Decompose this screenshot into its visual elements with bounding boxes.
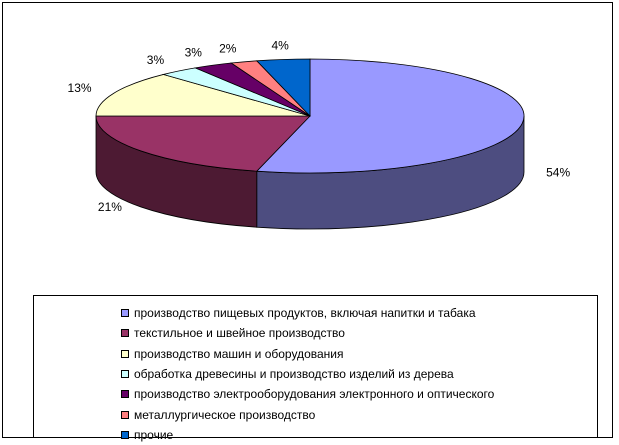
legend-label-4: производство электрооборудования электро… bbox=[134, 387, 495, 402]
data-label-5: 2% bbox=[219, 41, 237, 55]
legend-swatch-4 bbox=[121, 390, 129, 399]
pie-slice-1 bbox=[95, 115, 311, 172]
data-label-4: 3% bbox=[185, 46, 203, 60]
data-label-6: 4% bbox=[271, 39, 289, 53]
legend-label-0: производство пищевых продуктов, включая … bbox=[134, 306, 476, 321]
legend-swatch-3 bbox=[121, 370, 129, 379]
legend-swatch-0 bbox=[121, 309, 129, 318]
legend-label-6: прочие bbox=[134, 427, 174, 442]
legend-swatch-1 bbox=[121, 329, 129, 338]
legend-label-1: текстильное и швейное производство bbox=[134, 326, 345, 341]
legend-item-4: производство электрооборудования электро… bbox=[34, 384, 597, 404]
data-label-2: 13% bbox=[68, 81, 92, 95]
legend-label-2: производство машин и оборудования bbox=[134, 346, 344, 361]
legend-swatch-5 bbox=[121, 410, 129, 419]
legend-item-1: текстильное и швейное производство bbox=[34, 323, 597, 343]
pie-slice-6 bbox=[255, 58, 311, 117]
legend-item-3: обработка древесины и производство издел… bbox=[34, 364, 597, 384]
data-label-0: 54% bbox=[546, 165, 570, 179]
chart-frame: 54% 21% 13% 3% 3% 2% 4% производство пищевых п… bbox=[2, 2, 613, 442]
legend-item-2: производство машин и оборудования bbox=[34, 344, 597, 364]
legend-item-6: прочие bbox=[34, 425, 597, 445]
data-label-1: 21% bbox=[98, 200, 122, 214]
legend: производство пищевых продуктов, включая … bbox=[33, 295, 598, 442]
legend-swatch-2 bbox=[121, 349, 129, 358]
pie-slice-0 bbox=[255, 58, 525, 174]
legend-label-3: обработка древесины и производство издел… bbox=[134, 367, 454, 382]
pie-slice-2 bbox=[95, 74, 311, 117]
legend-item-0: производство пищевых продуктов, включая … bbox=[34, 303, 597, 323]
legend-label-5: металлургическое производство bbox=[134, 407, 316, 422]
legend-item-5: металлургическое производство bbox=[34, 404, 597, 424]
pie-chart: 54% 21% 13% 3% 3% 2% 4% bbox=[68, 39, 570, 230]
data-label-3: 3% bbox=[147, 53, 165, 67]
legend-swatch-6 bbox=[121, 430, 129, 439]
